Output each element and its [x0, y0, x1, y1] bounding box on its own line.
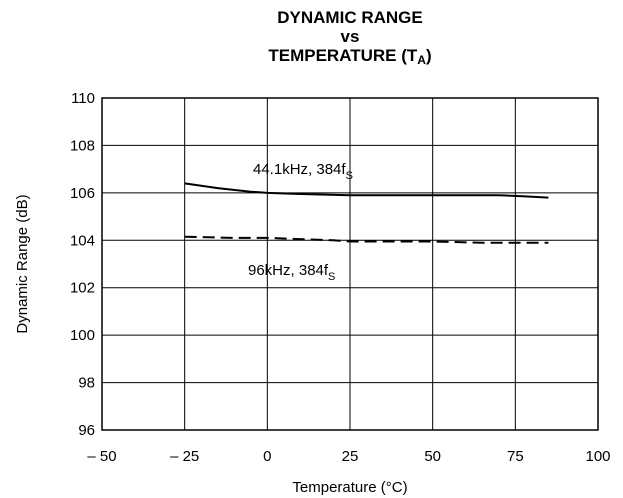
y-tick-labels: 96 98 100 102 104 106 108 110 [70, 90, 95, 439]
chart-title-line3-end: ) [425, 46, 432, 65]
x-axis-label: Temperature (°C) [292, 479, 407, 496]
x-tick-label: 75 [507, 448, 524, 465]
grid [102, 98, 598, 430]
x-tick-label: 25 [342, 448, 359, 465]
series-label-44khz: 44.1kHz, 384fS [253, 161, 353, 182]
y-tick-label: 108 [70, 137, 95, 154]
plot-frame [101, 97, 599, 431]
x-tick-labels: – 50 – 25 0 25 50 75 100 [87, 448, 610, 465]
series-label-96khz: 96kHz, 384fS [248, 262, 335, 283]
series-label-44khz-sub: S [346, 170, 353, 182]
y-tick-label: 98 [78, 375, 95, 392]
y-tick-label: 102 [70, 280, 95, 297]
y-tick-label: 106 [70, 185, 95, 202]
x-tick-label: – 25 [170, 448, 199, 465]
series-label-96khz-main: 96kHz, 384f [248, 262, 329, 279]
x-tick-label: 100 [585, 448, 610, 465]
chart-title-line1: DYNAMIC RANGE [277, 8, 423, 27]
chart-title-line3-main: TEMPERATURE (T [268, 46, 418, 65]
y-tick-label: 100 [70, 327, 95, 344]
chart-title-line3-sub: A [417, 53, 426, 67]
chart-title-line2: vs [340, 27, 360, 46]
y-tick-label: 110 [71, 90, 95, 107]
series-line-0 [184, 182, 549, 199]
x-tick-label: 50 [424, 448, 441, 465]
series-label-44khz-main: 44.1kHz, 384f [253, 161, 346, 178]
series-line-1 [184, 235, 549, 244]
x-tick-label: – 50 [87, 448, 116, 465]
series-group [184, 182, 549, 244]
y-tick-label: 96 [78, 422, 95, 439]
y-axis-label: Dynamic Range (dB) [14, 194, 31, 333]
y-tick-label: 104 [70, 232, 95, 249]
series-label-96khz-sub: S [328, 271, 335, 283]
chart-title-line3: TEMPERATURE (TA) [0, 46, 623, 66]
x-tick-label: 0 [263, 448, 271, 465]
